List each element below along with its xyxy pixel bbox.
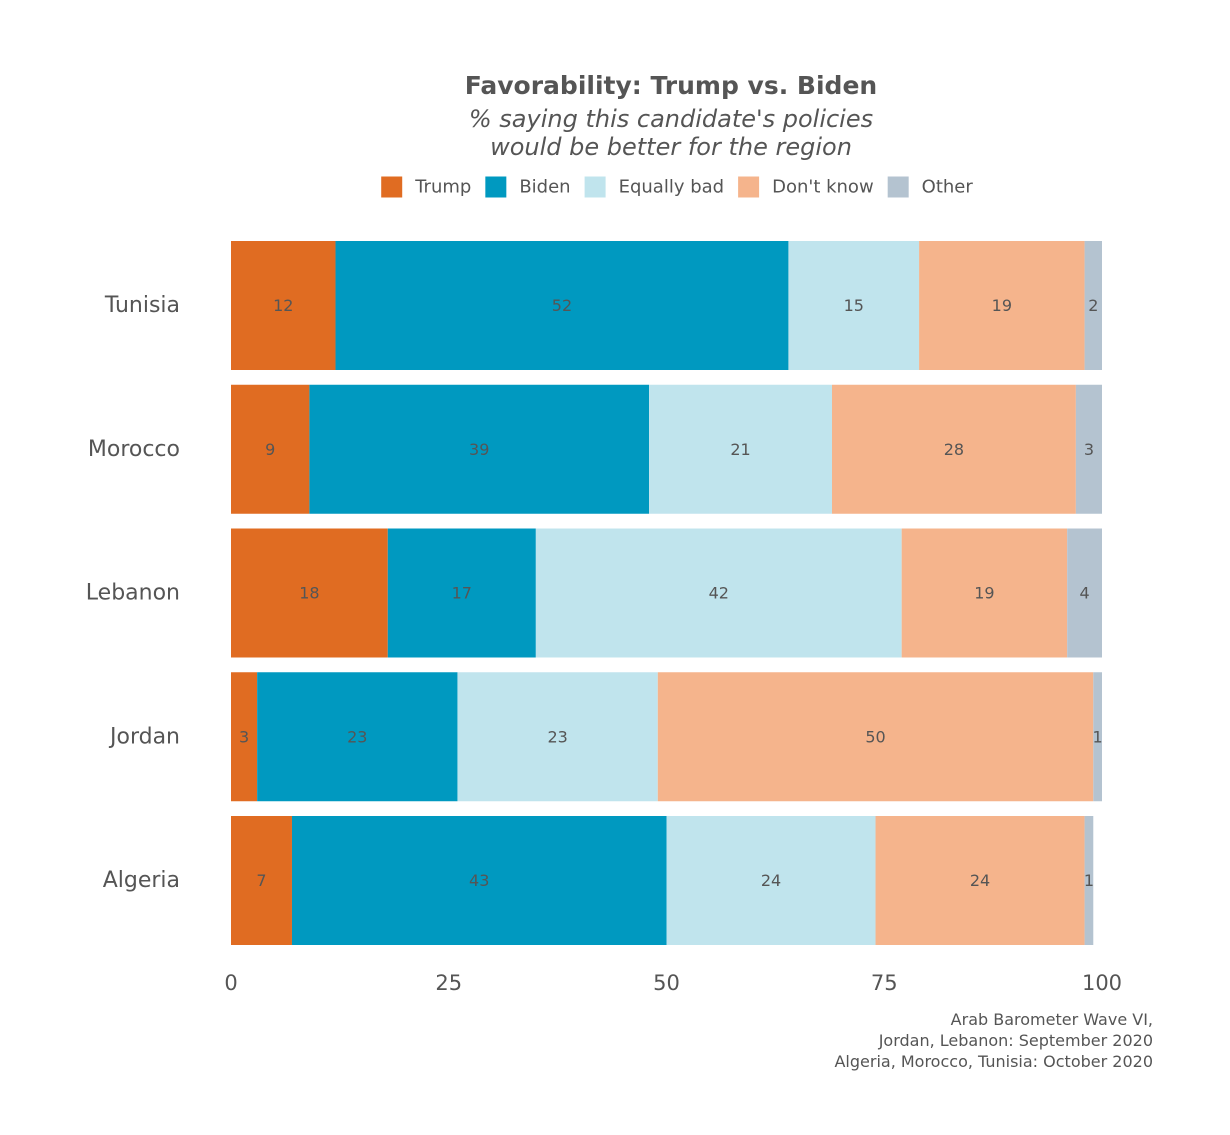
- bar-lebanon-biden: [387, 528, 536, 658]
- legend-swatch-trump: [381, 176, 403, 198]
- data-label-morocco-biden: 39: [469, 440, 489, 459]
- data-label-morocco-don-t-know: 28: [944, 440, 964, 459]
- x-tick-label-25: 25: [435, 971, 462, 995]
- legend-label-other: Other: [922, 177, 974, 198]
- bar-algeria-other: [1084, 816, 1094, 945]
- chart-title: Favorability: Trump vs. Biden: [465, 71, 877, 100]
- data-label-algeria-equally-bad: 24: [761, 871, 781, 890]
- legend-swatch-equally-bad: [584, 176, 606, 198]
- bar-tunisia-biden: [335, 241, 789, 370]
- bar-jordan-biden: [257, 672, 458, 802]
- legend-item-other: Other: [887, 176, 974, 198]
- legend-item-biden: Biden: [485, 176, 571, 198]
- data-label-tunisia-trump: 12: [273, 296, 293, 315]
- bar-jordan-equally-bad: [457, 672, 658, 802]
- chart-subtitle-line-1: % saying this candidate's policies: [469, 105, 873, 133]
- bar-lebanon-don-t-know: [901, 528, 1068, 658]
- bar-lebanon-trump: [231, 528, 388, 658]
- legend-label-trump: Trump: [414, 177, 471, 198]
- x-tick-label-100: 100: [1082, 971, 1122, 995]
- legend-swatch-other: [887, 176, 909, 198]
- bar-lebanon-other: [1067, 528, 1102, 658]
- category-labels: Tunisia Morocco Lebanon Jordan Algeria: [86, 293, 180, 893]
- bar-morocco-trump: [231, 384, 310, 514]
- caption-line-2: Jordan, Lebanon: September 2020: [878, 1031, 1153, 1050]
- x-tick-label-50: 50: [653, 971, 680, 995]
- bar-group-algeria: 7 43 24 24 1: [231, 816, 1094, 945]
- data-label-tunisia-equally-bad: 15: [844, 296, 864, 315]
- bar-morocco-biden: [309, 384, 650, 514]
- chart-subtitle-line-2: would be better for the region: [490, 133, 852, 161]
- legend-swatch-biden: [485, 176, 507, 198]
- bar-algeria-don-t-know: [875, 816, 1085, 945]
- data-label-lebanon-other: 4: [1079, 584, 1089, 603]
- caption-line-1: Arab Barometer Wave VI,: [951, 1010, 1153, 1029]
- legend-item-don-t-know: Don't know: [738, 176, 874, 198]
- bar-group-morocco: 9 39 21 28 3: [231, 384, 1102, 514]
- data-label-algeria-other: 1: [1084, 871, 1094, 890]
- bar-jordan-don-t-know: [657, 672, 1094, 802]
- data-label-lebanon-trump: 18: [299, 584, 319, 603]
- category-label-jordan: Jordan: [108, 724, 180, 749]
- bar-morocco-don-t-know: [831, 384, 1076, 514]
- bar-jordan-trump: [231, 672, 258, 802]
- x-axis: 0 25 50 75 100: [224, 971, 1122, 995]
- data-label-jordan-equally-bad: 23: [547, 727, 567, 746]
- data-label-tunisia-other: 2: [1088, 296, 1098, 315]
- data-label-lebanon-don-t-know: 19: [974, 584, 994, 603]
- data-label-lebanon-equally-bad: 42: [709, 584, 729, 603]
- legend-item-trump: Trump: [381, 176, 471, 198]
- bar-algeria-equally-bad: [666, 816, 876, 945]
- data-label-lebanon-biden: 17: [452, 584, 472, 603]
- category-label-tunisia: Tunisia: [104, 293, 180, 318]
- data-label-algeria-trump: 7: [256, 871, 266, 890]
- data-label-morocco-equally-bad: 21: [730, 440, 750, 459]
- bar-tunisia-trump: [231, 241, 336, 370]
- x-tick-label-75: 75: [871, 971, 898, 995]
- legend-label-biden: Biden: [519, 177, 570, 198]
- bar-jordan-other: [1093, 672, 1102, 802]
- legend-label-equally-bad: Equally bad: [619, 177, 725, 198]
- bar-group-jordan: 3 23 23 50 1: [231, 672, 1103, 802]
- data-label-jordan-biden: 23: [347, 727, 367, 746]
- bar-tunisia-don-t-know: [919, 241, 1085, 370]
- category-label-morocco: Morocco: [88, 437, 180, 462]
- bars: 12 52 15 19 29 39 21 28 318 17 42 19 43 23 23 50 17 43 24 2…: [231, 241, 1103, 945]
- category-label-algeria: Algeria: [103, 868, 180, 893]
- legend-swatch-don-t-know: [738, 176, 760, 198]
- data-label-morocco-other: 3: [1084, 440, 1094, 459]
- bar-morocco-other: [1075, 384, 1102, 514]
- bar-tunisia-equally-bad: [788, 241, 920, 370]
- bar-group-tunisia: 12 52 15 19 2: [231, 241, 1102, 370]
- x-tick-label-0: 0: [224, 971, 237, 995]
- data-label-algeria-don-t-know: 24: [970, 871, 990, 890]
- bar-morocco-equally-bad: [649, 384, 832, 514]
- bar-lebanon-equally-bad: [535, 528, 902, 658]
- bar-group-lebanon: 18 17 42 19 4: [231, 528, 1102, 658]
- bar-tunisia-other: [1084, 241, 1102, 370]
- data-label-tunisia-biden: 52: [552, 296, 572, 315]
- data-label-jordan-other: 1: [1093, 727, 1103, 746]
- category-label-lebanon: Lebanon: [86, 581, 180, 606]
- data-label-jordan-trump: 3: [239, 727, 249, 746]
- caption-line-3: Algeria, Morocco, Tunisia: October 2020: [834, 1052, 1153, 1071]
- legend: Trump Biden Equally bad Don't know Other: [381, 176, 974, 198]
- data-label-algeria-biden: 43: [469, 871, 489, 890]
- data-label-jordan-don-t-know: 50: [865, 727, 885, 746]
- bar-algeria-trump: [231, 816, 292, 945]
- data-label-morocco-trump: 9: [265, 440, 275, 459]
- bar-algeria-biden: [291, 816, 667, 945]
- legend-label-don-t-know: Don't know: [772, 177, 874, 198]
- legend-item-equally-bad: Equally bad: [584, 176, 725, 198]
- data-label-tunisia-don-t-know: 19: [992, 296, 1012, 315]
